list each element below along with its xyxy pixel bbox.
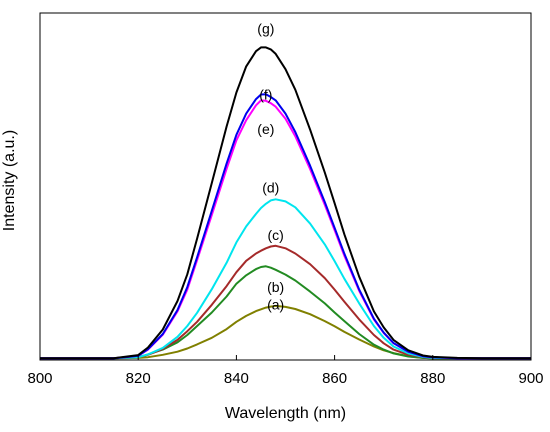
curve-labels: (g) (f) (e) (d) (c) (b)(a) [257, 21, 284, 313]
series-line-4 [40, 99, 531, 360]
series-layer [40, 46, 531, 360]
plot-frame [39, 12, 532, 361]
x-tick-label: 840 [224, 370, 249, 387]
curve-label: (a) [267, 296, 284, 312]
curve-label: (e) [257, 121, 274, 137]
series-line-2 [40, 244, 531, 360]
curve-label: (c) [268, 227, 284, 243]
x-tick-label: 880 [420, 370, 445, 387]
x-tick-label: 800 [27, 370, 52, 387]
series-line-5 [40, 93, 531, 360]
curve-label: (g) [257, 21, 274, 37]
series-line-3 [40, 198, 531, 360]
x-axis-ticks: 800 820 840 860 880 900 [27, 355, 544, 387]
curve-label: (d) [262, 180, 279, 196]
x-tick-label: 900 [518, 370, 543, 387]
series-line-6 [40, 46, 531, 360]
curve-label: (b) [267, 279, 284, 295]
y-axis-title: Intensity (a.u.) [1, 130, 18, 231]
x-axis-title: Wavelength (nm) [225, 405, 346, 422]
x-tick-label: 860 [322, 370, 347, 387]
curve-label: (f) [259, 87, 272, 103]
series-line-0 [40, 304, 531, 360]
series-line-1 [40, 265, 531, 360]
x-tick-label: 820 [126, 370, 151, 387]
